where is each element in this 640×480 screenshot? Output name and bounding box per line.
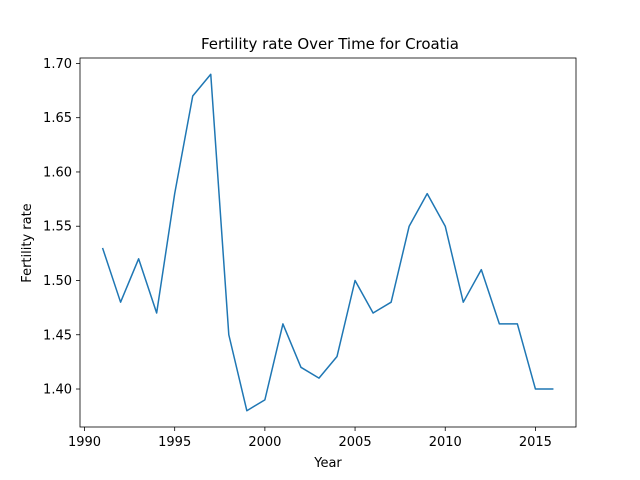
series-line: [101, 73, 554, 412]
x-tick-label: 1990: [68, 435, 101, 450]
y-tick-label: 1.50: [43, 274, 72, 289]
plot-area: 1990 1995 2000 2005 2010 2015 1.40 1.45 1.50 1.55…: [43, 57, 577, 450]
x-axis-label: Year: [313, 456, 342, 471]
y-tick-label: 1.40: [43, 383, 72, 398]
y-tick-label: 1.45: [43, 328, 72, 343]
x-tick-label: 1995: [158, 435, 191, 450]
y-tick-label: 1.65: [43, 111, 72, 126]
y-axis-label: Fertility rate: [20, 203, 35, 282]
y-tick-label: 1.60: [43, 165, 72, 180]
y-tick-label: 1.55: [43, 220, 72, 235]
x-tick-label: 2000: [248, 435, 281, 450]
y-tick-label: 1.70: [43, 57, 72, 72]
plot-frame: [79, 57, 577, 428]
x-tick-label: 2015: [519, 435, 552, 450]
x-tick-label: 2005: [339, 435, 372, 450]
x-tick-label: 2010: [429, 435, 462, 450]
chart-title: Fertility rate Over Time for Croatia: [201, 35, 459, 53]
